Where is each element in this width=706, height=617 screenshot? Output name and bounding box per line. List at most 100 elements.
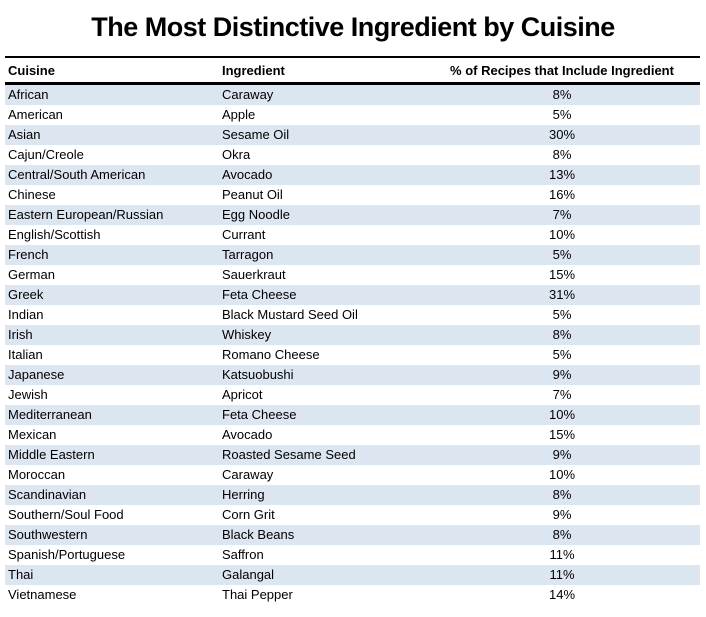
cuisine-cell: Moroccan [8,467,66,482]
table-row: German Sauerkraut 15% [5,265,700,285]
cuisine-cell: Italian [8,347,43,362]
cuisine-cell: African [8,87,49,102]
cuisine-cell: American [8,107,63,122]
table-row: Japanese Katsuobushi 9% [5,365,700,385]
ingredient-cell: Whiskey [222,327,272,342]
cuisine-cell: Southwestern [8,527,88,542]
ingredient-cell: Galangal [222,567,275,582]
percent-cell: 8% [552,327,572,342]
cuisine-cell: Scandinavian [8,487,87,502]
ingredient-cell: Peanut Oil [222,187,283,202]
cuisine-cell: Mediterranean [8,407,92,422]
table-row: Asian Sesame Oil 30% [5,125,700,145]
cuisine-cell: Central/South American [8,167,146,182]
percent-cell: 10% [548,467,576,482]
ingredient-cell: Black Beans [222,527,295,542]
header-row: Cuisine Ingredient % of Recipes that Inc… [5,56,700,85]
percent-cell: 8% [552,87,572,102]
percent-cell: 9% [552,447,572,462]
table-row: Thai Galangal 11% [5,565,700,585]
cuisine-cell: Cajun/Creole [8,147,84,162]
percent-cell: 15% [548,267,576,282]
percent-cell: 8% [552,147,572,162]
ingredient-cell: Caraway [222,467,274,482]
cuisine-cell: Spanish/Portuguese [8,547,126,562]
percent-cell: 14% [548,587,576,602]
table-row: Spanish/Portuguese Saffron 11% [5,545,700,565]
cuisine-cell: Southern/Soul Food [8,507,124,522]
ingredient-cell: Herring [222,487,265,502]
table-row: Mediterranean Feta Cheese 10% [5,405,700,425]
cuisine-ingredient-table: Cuisine Ingredient % of Recipes that Inc… [5,56,700,605]
table-row: Eastern European/Russian Egg Noodle 7% [5,205,700,225]
cuisine-cell: English/Scottish [8,227,101,242]
cuisine-cell: Indian [8,307,44,322]
percent-cell: 31% [548,287,576,302]
ingredient-cell: Okra [222,147,251,162]
percent-cell: 13% [548,167,576,182]
cuisine-cell: French [8,247,49,262]
table-row: Southwestern Black Beans 8% [5,525,700,545]
ingredient-cell: Currant [222,227,266,242]
table-row: Scandinavian Herring 8% [5,485,700,505]
percent-cell: 5% [552,347,572,362]
header-cuisine: Cuisine [5,56,219,85]
cuisine-cell: Eastern European/Russian [8,207,164,222]
table-row: Cajun/Creole Okra 8% [5,145,700,165]
table-row: Irish Whiskey 8% [5,325,700,345]
ingredient-cell: Katsuobushi [222,367,294,382]
percent-cell: 5% [552,247,572,262]
ingredient-cell: Egg Noodle [222,207,290,222]
table-header: Cuisine Ingredient % of Recipes that Inc… [5,56,700,85]
table-row: Moroccan Caraway 10% [5,465,700,485]
percent-cell: 7% [552,387,572,402]
table-row: English/Scottish Currant 10% [5,225,700,245]
table-row: Vietnamese Thai Pepper 14% [5,585,700,605]
percent-cell: 9% [552,367,572,382]
ingredient-cell: Avocado [222,167,273,182]
ingredient-cell: Apricot [222,387,263,402]
ingredient-cell: Sesame Oil [222,127,290,142]
table-row: African Caraway 8% [5,83,700,105]
table-row: Central/South American Avocado 13% [5,165,700,185]
table-row: Italian Romano Cheese 5% [5,345,700,365]
percent-cell: 16% [548,187,576,202]
ingredient-cell: Black Mustard Seed Oil [222,307,358,322]
percent-cell: 5% [552,107,572,122]
ingredient-cell: Corn Grit [222,507,275,522]
percent-cell: 30% [548,127,576,142]
ingredient-cell: Saffron [222,547,264,562]
table-row: Indian Black Mustard Seed Oil 5% [5,305,700,325]
percent-cell: 8% [552,527,572,542]
ingredient-cell: Romano Cheese [222,347,320,362]
percent-cell: 7% [552,207,572,222]
ingredient-cell: Feta Cheese [222,407,297,422]
page: The Most Distinctive Ingredient by Cuisi… [0,11,706,617]
ingredient-cell: Caraway [222,87,274,102]
cuisine-cell: Irish [8,327,33,342]
table-row: Jewish Apricot 7% [5,385,700,405]
percent-cell: 10% [548,407,576,422]
cuisine-cell: Mexican [8,427,57,442]
cuisine-cell: Asian [8,127,41,142]
ingredient-cell: Feta Cheese [222,287,297,302]
cuisine-cell: German [8,267,55,282]
cuisine-cell: Chinese [8,187,56,202]
cuisine-cell: Greek [8,287,44,302]
percent-cell: 11% [549,567,575,582]
header-ingredient: Ingredient [219,56,424,85]
ingredient-cell: Sauerkraut [222,267,286,282]
table-row: American Apple 5% [5,105,700,125]
table-row: Southern/Soul Food Corn Grit 9% [5,505,700,525]
table-row: Chinese Peanut Oil 16% [5,185,700,205]
table-row: Mexican Avocado 15% [5,425,700,445]
table-body: African Caraway 8% American Apple 5% Asian Sesa… [5,83,700,605]
table-row: Middle Eastern Roasted Sesame Seed 9% [5,445,700,465]
header-percent: % of Recipes that Include Ingredient [424,56,700,85]
table-row: French Tarragon 5% [5,245,700,265]
ingredient-cell: Roasted Sesame Seed [222,447,356,462]
cuisine-cell: Japanese [8,367,65,382]
ingredient-cell: Thai Pepper [222,587,293,602]
percent-cell: 8% [552,487,572,502]
percent-cell: 11% [549,547,575,562]
